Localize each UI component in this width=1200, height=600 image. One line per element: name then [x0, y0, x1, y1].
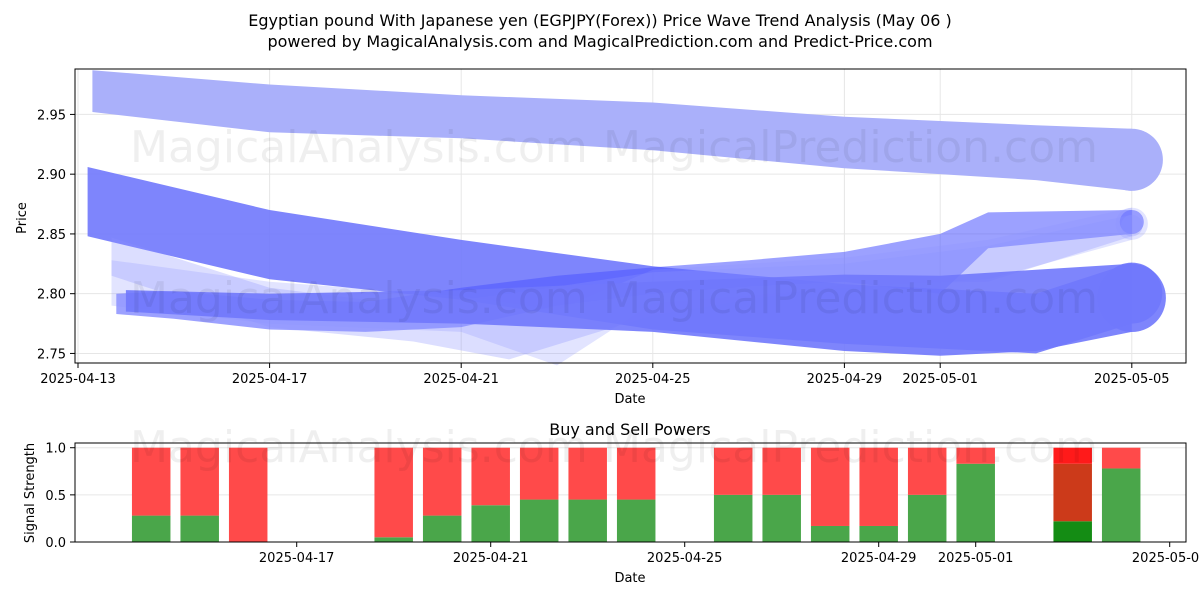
- buy-bar: [374, 537, 413, 542]
- wave-band-cap: [1115, 207, 1148, 240]
- bottom-x-tick-label: 2025-05-01: [938, 551, 1014, 566]
- sell-bar: [131, 447, 171, 516]
- top-x-tick-label: 2025-04-17: [232, 372, 308, 387]
- top-y-tick-label: 2.95: [37, 108, 66, 123]
- sell-bar: [1053, 447, 1092, 464]
- wave-band-cap: [1119, 210, 1144, 234]
- bottom-axis-ticks: 0.0 0.5 1.0 2025-04-17 2025-04-21 2025-04-25 2…: [45, 442, 1200, 566]
- buy-bar: [422, 515, 462, 542]
- top-x-tick-label: 2025-04-25: [615, 372, 691, 387]
- top-x-tick-label: 2025-04-29: [807, 372, 883, 387]
- sell-bar: [568, 447, 607, 500]
- top-y-axis-label: Price: [15, 202, 30, 234]
- sell-bar: [956, 447, 995, 464]
- buy-bar: [762, 494, 801, 542]
- sell-bar: [762, 447, 801, 495]
- sell-bar: [180, 447, 219, 516]
- wave-band-cap: [1121, 214, 1143, 237]
- buy-bar: [616, 499, 656, 542]
- buy-bar: [519, 499, 559, 542]
- bottom-watermark-left: MagicalAnalysis.com: [130, 422, 588, 473]
- buy-bar: [1101, 468, 1141, 542]
- wave-band-cap: [1097, 263, 1166, 332]
- wave-band: [92, 70, 1132, 191]
- sell-bar: [374, 447, 413, 538]
- top-y-tick-label: 2.85: [37, 228, 66, 243]
- top-plot-frame: [74, 68, 1187, 364]
- bottom-y-tick-label: 1.0: [45, 442, 66, 457]
- buy-bar: [568, 499, 607, 542]
- sell-bar: [422, 447, 462, 516]
- bottom-x-axis-label: Date: [614, 571, 645, 586]
- top-x-axis-label: Date: [614, 392, 645, 407]
- sell-bar: [471, 447, 510, 506]
- top-watermark-right: MagicalPrediction.com: [603, 122, 1098, 173]
- top-axis-ticks: 2025-04-13 2025-04-17 2025-04-21 2025-04-25…: [37, 108, 1170, 387]
- power-bars: [131, 447, 1141, 542]
- mixed-bar: [1053, 463, 1092, 522]
- bottom-x-tick-label: 2025-05-05: [1132, 551, 1200, 566]
- buy-bar: [956, 463, 995, 542]
- buy-bar: [907, 494, 947, 542]
- buy-bar: [810, 525, 850, 542]
- top-watermark-left: MagicalAnalysis.com: [130, 122, 588, 173]
- bottom-x-tick-label: 2025-04-21: [453, 551, 529, 566]
- bottom-y-axis-label: Signal Strength: [23, 443, 38, 543]
- top-x-tick-label: 2025-04-13: [40, 372, 116, 387]
- buy-bar: [471, 505, 510, 542]
- top-y-tick-label: 2.90: [37, 168, 66, 183]
- sell-bar: [228, 447, 268, 542]
- bottom-x-tick-label: 2025-04-29: [841, 551, 917, 566]
- buy-bar: [180, 515, 219, 542]
- bottom-y-tick-label: 0.0: [45, 536, 66, 551]
- mid-watermark-left: MagicalAnalysis.com: [130, 273, 588, 324]
- top-y-tick-label: 2.80: [37, 288, 66, 303]
- bottom-x-tick-label: 2025-04-25: [647, 551, 723, 566]
- bottom-watermark-right: MagicalPrediction.com: [603, 422, 1098, 473]
- bottom-y-tick-label: 0.5: [45, 489, 66, 504]
- top-x-tick-label: 2025-04-21: [423, 372, 499, 387]
- power-chart-title: Buy and Sell Powers: [549, 420, 711, 439]
- wave-bands: [87, 70, 1166, 366]
- chart-title: Egyptian pound With Japanese yen (EGPJPY…: [248, 11, 952, 30]
- sell-bar: [859, 447, 898, 526]
- sell-bar: [519, 447, 559, 500]
- sell-bar: [810, 447, 850, 526]
- top-y-tick-label: 2.75: [37, 347, 66, 362]
- sell-bar: [907, 447, 947, 495]
- wave-band-cap: [1100, 128, 1163, 191]
- bottom-x-tick-label: 2025-04-17: [259, 551, 335, 566]
- buy-bar: [1053, 521, 1092, 542]
- sell-bar: [1101, 447, 1141, 469]
- sell-bar: [616, 447, 656, 500]
- bottom-plot-frame: [74, 442, 1187, 543]
- chart-subtitle: powered by MagicalAnalysis.com and Magic…: [267, 32, 932, 51]
- wave-band: [125, 263, 1132, 356]
- buy-bar: [859, 525, 898, 542]
- top-x-tick-label: 2025-05-05: [1094, 372, 1170, 387]
- buy-bar: [131, 515, 171, 542]
- sell-bar: [713, 447, 753, 495]
- top-x-tick-label: 2025-05-01: [902, 372, 978, 387]
- mid-watermark-right: MagicalPrediction.com: [603, 273, 1098, 324]
- buy-bar: [713, 494, 753, 542]
